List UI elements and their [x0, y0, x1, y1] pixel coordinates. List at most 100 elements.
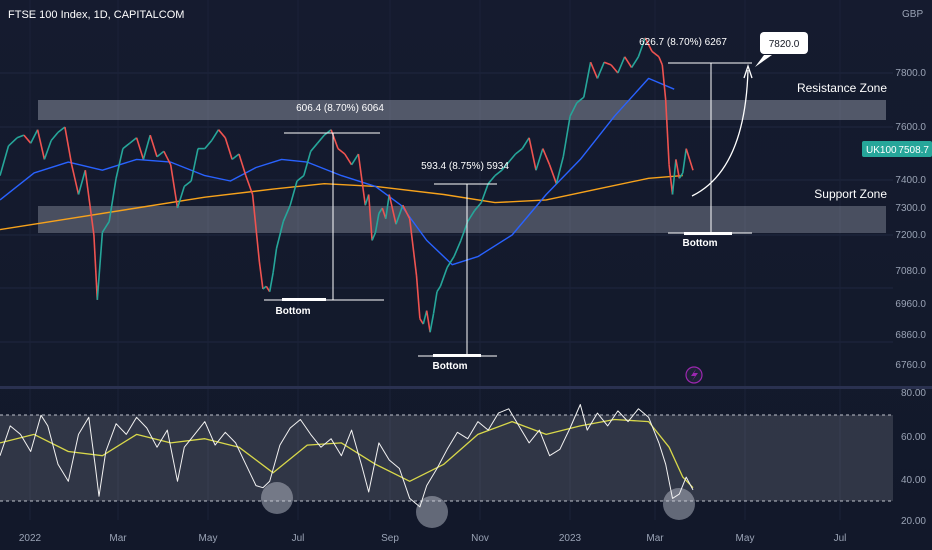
price-segment — [84, 170, 95, 236]
price-segment — [275, 221, 285, 249]
price-segment — [282, 204, 291, 222]
price-segment — [29, 129, 39, 144]
price-segment — [323, 129, 332, 136]
price-segment — [630, 56, 640, 69]
price-segment — [436, 285, 442, 293]
rsi-line — [0, 404, 694, 508]
price-segment — [678, 172, 684, 179]
rsi-tick: 40.00 — [901, 475, 926, 486]
price-segment — [337, 147, 346, 155]
price-segment — [7, 137, 18, 147]
price-segment — [610, 64, 619, 74]
bottom-marker-3: Bottom — [683, 232, 732, 249]
rsi-tick: 20.00 — [901, 516, 926, 527]
price-segment — [204, 139, 213, 150]
bottom-marker-1: Bottom — [276, 298, 326, 317]
price-segment — [651, 50, 660, 58]
price-segment — [528, 137, 537, 171]
price-segment — [422, 310, 428, 325]
rsi-tick: 60.00 — [901, 432, 926, 443]
price-segment — [36, 129, 46, 160]
price-segment — [0, 145, 10, 176]
current-price-value: 7508.7 — [898, 145, 929, 156]
support-zone — [38, 206, 886, 233]
price-segment — [149, 134, 158, 157]
price-segment — [682, 148, 687, 174]
time-label: Jul — [834, 533, 847, 544]
price-segment — [521, 137, 530, 150]
price-segment — [637, 37, 646, 58]
time-axis: 2022 Mar May Jul Sep Nov 2023 Mar May Ju… — [19, 533, 847, 544]
time-label: 2022 — [19, 533, 42, 544]
rsi-ma-series — [0, 418, 694, 489]
price-segment — [664, 99, 670, 165]
time-label: Mar — [646, 533, 664, 544]
price-segment — [129, 137, 138, 144]
price-axis: 7800.0 7600.0 7400.0 7300.0 7200.0 7080.… — [895, 68, 926, 371]
price-segment — [245, 175, 254, 195]
bottom-1-label: Bottom — [276, 306, 311, 317]
price-segment — [624, 56, 633, 69]
price-segment — [374, 213, 380, 233]
price-series — [0, 37, 694, 333]
projection-arrow — [691, 69, 749, 197]
price-segment — [381, 207, 387, 220]
time-label: Sep — [381, 533, 399, 544]
price-segment — [169, 164, 179, 209]
price-tick: 7800.0 — [895, 68, 926, 79]
lightning-icon[interactable] — [685, 366, 703, 384]
price-segment — [688, 159, 694, 171]
price-segment — [217, 129, 226, 139]
price-segment — [316, 134, 325, 144]
price-segment — [371, 231, 377, 241]
price-segment — [446, 256, 455, 268]
price-segment — [115, 148, 124, 179]
resistance-zone-label: Resistance Zone — [797, 81, 887, 95]
price-segment — [542, 148, 551, 166]
price-segment — [661, 64, 667, 101]
price-segment — [272, 248, 278, 273]
target-callout: 7820.0 — [755, 32, 808, 67]
price-segment — [23, 134, 32, 144]
measure-1-label: 606.4 (8.70%) 6064 — [296, 103, 384, 114]
measure-3-label: 626.7 (8.70%) 6267 — [639, 37, 727, 48]
price-tick: 6860.0 — [895, 330, 926, 341]
measure-2-label: 593.4 (8.75%) 5934 — [421, 161, 509, 172]
bottom-2-label: Bottom — [433, 361, 468, 372]
price-segment — [70, 164, 80, 195]
price-segment — [501, 161, 510, 171]
target-label: 7820.0 — [769, 39, 800, 50]
price-segment — [535, 148, 544, 171]
price-segment — [163, 150, 172, 166]
price-segment — [156, 150, 165, 158]
price-tick: 7080.0 — [895, 266, 926, 277]
current-price-badge: UK100 7508.7 — [862, 141, 932, 157]
price-segment — [425, 310, 431, 333]
price-segment — [310, 142, 319, 152]
price-segment — [402, 204, 411, 220]
time-label: May — [199, 533, 218, 544]
price-segment — [432, 291, 438, 314]
price-segment — [50, 131, 59, 142]
price-segment — [408, 218, 418, 276]
price-segment — [508, 153, 517, 163]
price-tick: 7200.0 — [895, 230, 926, 241]
price-segment — [344, 153, 353, 166]
price-segment — [467, 210, 476, 222]
price-segment — [453, 240, 462, 257]
current-price-symbol: UK100 — [866, 145, 897, 156]
price-segment — [57, 126, 66, 134]
resistance-zone — [38, 100, 886, 120]
price-segment — [357, 153, 367, 206]
price-segment — [675, 159, 681, 179]
time-label: Jul — [292, 533, 305, 544]
price-segment — [388, 194, 397, 225]
price-segment — [569, 102, 578, 117]
support-zone-label: Support Zone — [814, 187, 887, 201]
projection-arrowhead — [743, 63, 753, 79]
price-segment — [135, 137, 145, 160]
ma-fast-series — [0, 77, 675, 266]
price-segment — [176, 186, 186, 209]
